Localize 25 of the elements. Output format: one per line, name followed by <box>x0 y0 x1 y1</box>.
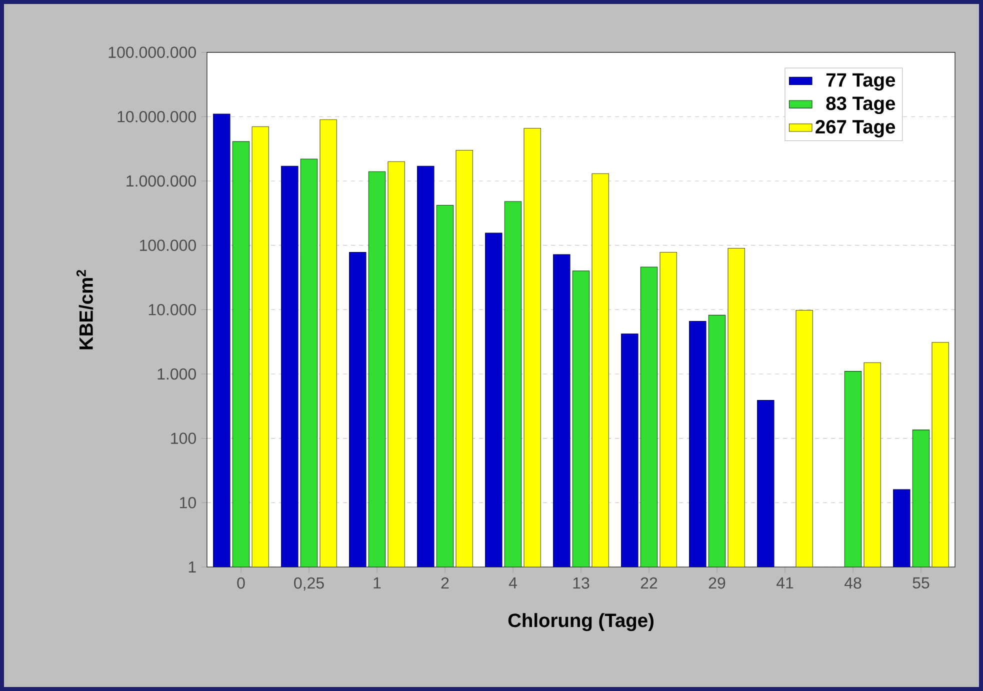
y-tick-label: 1.000 <box>158 368 196 380</box>
y-tick-label: 1 <box>188 561 196 572</box>
x-tick-label: 1 <box>374 577 381 588</box>
legend-label: 83 Tage <box>826 96 896 114</box>
x-tick-label: 48 <box>844 577 862 589</box>
x-tick-label: 0,25 <box>294 577 324 591</box>
y-tick-label: 10.000 <box>148 304 196 316</box>
y-tick-label: 100 <box>171 432 196 444</box>
x-tick-label: 0 <box>237 577 245 589</box>
x-tick-label: 55 <box>912 577 930 589</box>
y-tick-label: 10.000.000 <box>118 110 196 122</box>
legend-label: 77 Tage <box>826 73 896 91</box>
x-tick-label: 29 <box>708 577 726 589</box>
y-tick-label: 10 <box>180 496 196 508</box>
x-tick-label: 22 <box>640 577 658 589</box>
x-axis-title: Chlorung (Tage) <box>508 613 654 632</box>
x-tick-label: 41 <box>776 577 794 588</box>
y-axis-title: KBE/cm$^{2}$ <box>76 270 94 350</box>
legend-label: 267 Tage <box>816 120 896 138</box>
x-tick-label: 4 <box>508 577 517 588</box>
y-tick-label: 100.000.000 <box>108 46 196 58</box>
y-tick-label: 1.000.000 <box>126 175 196 187</box>
y-tick-label: 100.000 <box>140 240 196 251</box>
x-tick-label: 13 <box>573 577 590 589</box>
x-tick-label: 2 <box>441 577 449 589</box>
